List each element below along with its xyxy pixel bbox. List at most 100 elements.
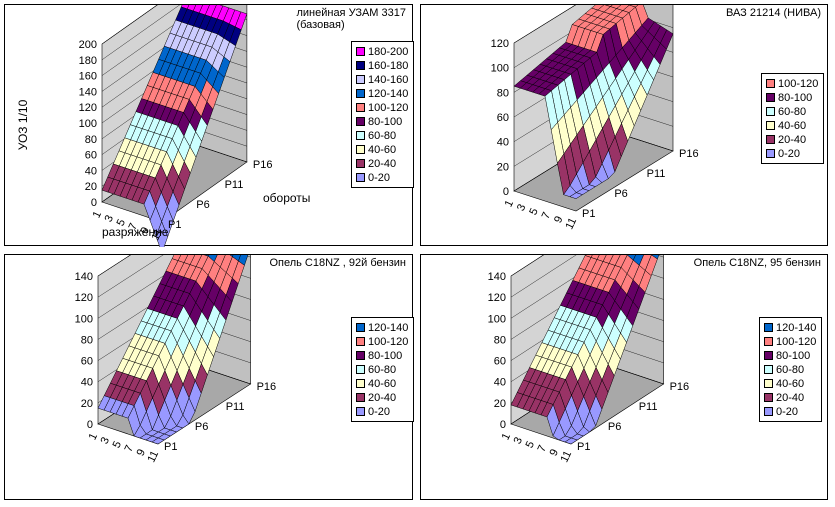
z-tick-label: 180 xyxy=(79,55,97,67)
y-tick-label: P6 xyxy=(195,421,208,433)
legend-item: 100-120 xyxy=(766,77,818,91)
legend-item: 20-40 xyxy=(764,391,816,405)
legend-item: 20-40 xyxy=(356,157,408,171)
legend-swatch xyxy=(764,336,773,346)
legend-item: 60-80 xyxy=(356,129,408,143)
legend-item: 0-20 xyxy=(764,405,816,419)
legend-label: 80-100 xyxy=(776,350,811,362)
z-tick-label: 100 xyxy=(79,118,97,130)
y-tick-label: P1 xyxy=(168,219,181,231)
legend-label: 160-180 xyxy=(368,60,409,72)
legend-item: 80-100 xyxy=(356,115,408,129)
legend-label: 80-100 xyxy=(778,92,813,104)
z-gridline xyxy=(510,255,664,298)
z-tick-label: 40 xyxy=(85,165,97,177)
legend-label: 40-60 xyxy=(368,378,397,390)
z-tick-label: 60 xyxy=(494,356,506,368)
z-tick-label: 80 xyxy=(85,134,97,146)
z-tick-label: 140 xyxy=(488,271,506,283)
legend-label: 100-120 xyxy=(368,336,409,348)
z-tick-label: 60 xyxy=(497,112,509,124)
x-tick-label: 9 xyxy=(552,214,565,225)
legend-item: 60-80 xyxy=(764,363,816,377)
chart-title: Опель С18NZ, 95 бензин xyxy=(693,257,821,269)
legend-swatch xyxy=(356,74,365,84)
chart-panel-opel-95: 0 20 40 60 80 100 120 140 1 3 5 7 9 11 P1 P6 P11 P16 Опел… xyxy=(420,254,828,500)
z-tick-label: 80 xyxy=(81,334,93,346)
y-tick-label: P11 xyxy=(226,401,245,413)
legend-swatch xyxy=(356,364,365,374)
z-axis-label: УОЗ 1/10 xyxy=(16,99,30,150)
surface-cell xyxy=(151,437,165,445)
legend-swatch xyxy=(356,60,365,70)
legend-item: 120-140 xyxy=(356,321,408,335)
z-tick-label: 200 xyxy=(79,39,97,51)
z-gridline xyxy=(97,255,251,298)
legend-swatch xyxy=(764,406,773,416)
legend-label: 60-80 xyxy=(368,130,397,142)
legend-swatch xyxy=(764,350,773,360)
legend-label: 0-20 xyxy=(776,406,799,418)
x-tick-label: 3 xyxy=(512,435,525,446)
legend-item: 0-20 xyxy=(356,405,408,419)
x-tick-label: 9 xyxy=(548,447,561,458)
chart-title: линейная УЗАМ 3317 (базовая) xyxy=(296,7,406,31)
legend-item: 180-200 xyxy=(356,45,408,59)
z-tick-label: 140 xyxy=(75,271,93,283)
z-tick-label: 120 xyxy=(491,38,509,50)
chart-legend: 100-120 80-100 60-80 40-60 20-40 0-20 xyxy=(761,73,825,164)
x-tick-label: 7 xyxy=(127,221,140,232)
x-tick-label: 11 xyxy=(149,227,165,242)
x-tick-label: 7 xyxy=(540,210,553,221)
legend-label: 80-100 xyxy=(368,116,403,128)
z-tick-label: 20 xyxy=(85,181,97,193)
legend-item: 0-20 xyxy=(356,171,408,185)
z-tick-label: 80 xyxy=(497,87,509,99)
legend-swatch xyxy=(356,158,365,168)
legend-label: 20-40 xyxy=(368,158,397,170)
legend-item: 160-180 xyxy=(356,59,408,73)
legend-item: 100-120 xyxy=(356,335,408,349)
legend-label: 60-80 xyxy=(368,364,397,376)
legend-item: 140-160 xyxy=(356,73,408,87)
legend-item: 120-140 xyxy=(764,321,816,335)
y-tick-label: P16 xyxy=(679,148,699,160)
legend-swatch xyxy=(356,88,365,98)
z-tick-label: 80 xyxy=(494,334,506,346)
legend-item: 40-60 xyxy=(764,377,816,391)
legend-item: 80-100 xyxy=(356,349,408,363)
x-tick-label: 1 xyxy=(87,431,100,442)
legend-swatch xyxy=(766,134,775,144)
legend-swatch xyxy=(356,378,365,388)
legend-label: 20-40 xyxy=(778,134,807,146)
y-tick-label: P11 xyxy=(647,168,666,180)
legend-swatch xyxy=(356,322,365,332)
x-tick-label: 5 xyxy=(111,439,124,450)
legend-swatch xyxy=(356,392,365,402)
z-tick-label: 60 xyxy=(81,356,93,368)
y-tick-label: P1 xyxy=(164,441,177,453)
chart-panel-vaz: 0 20 40 60 80 100 120 1 3 5 7 9 11 P1 P6 P11 P16 ВАЗ 212… xyxy=(420,4,828,246)
legend-item: 60-80 xyxy=(356,363,408,377)
y-tick-label: P11 xyxy=(225,179,244,191)
legend-swatch xyxy=(356,46,365,56)
legend-item: 100-120 xyxy=(764,335,816,349)
z-tick-label: 0 xyxy=(503,186,509,198)
legend-swatch xyxy=(766,78,775,88)
chart-panel-opel-92: 0 20 40 60 80 100 120 140 1 3 5 7 9 11 P1 P6 P11 P16 Опел… xyxy=(4,254,415,500)
legend-label: 40-60 xyxy=(368,144,397,156)
legend-label: 80-100 xyxy=(368,350,403,362)
x-tick-label: 1 xyxy=(91,209,104,220)
legend-label: 120-140 xyxy=(368,88,409,100)
legend-swatch xyxy=(356,130,365,140)
legend-label: 60-80 xyxy=(778,106,807,118)
legend-label: 140-160 xyxy=(368,74,409,86)
z-tick-label: 60 xyxy=(85,150,97,162)
x-tick-label: 5 xyxy=(115,217,128,228)
legend-label: 100-120 xyxy=(368,102,409,114)
legend-swatch xyxy=(766,92,775,102)
legend-label: 120-140 xyxy=(776,322,817,334)
